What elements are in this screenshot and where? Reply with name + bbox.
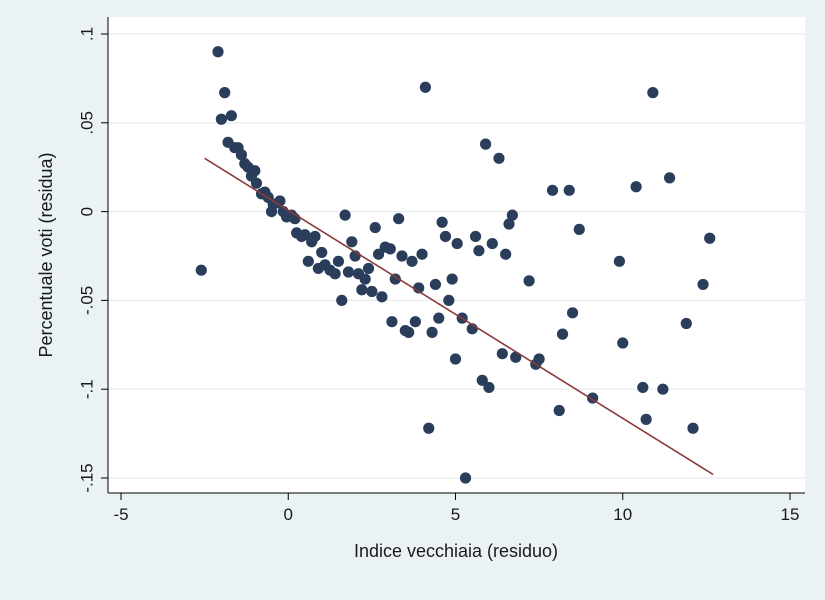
y-axis-title: Percentuale voti (residua)	[36, 152, 56, 357]
data-point	[393, 213, 405, 225]
data-point	[366, 285, 378, 298]
data-point	[533, 353, 545, 365]
data-point	[219, 87, 231, 99]
data-point	[423, 422, 435, 434]
x-tick-label: 10	[613, 505, 632, 524]
data-point	[376, 291, 388, 303]
data-point	[403, 326, 415, 338]
y-tick-label: -.05	[77, 286, 96, 315]
data-point	[449, 353, 462, 365]
data-point	[299, 229, 311, 241]
data-point	[369, 221, 381, 234]
data-point	[500, 248, 512, 260]
x-tick-label: 5	[451, 505, 460, 524]
data-point	[687, 422, 699, 434]
data-point	[302, 255, 314, 267]
data-point	[409, 316, 421, 328]
data-point	[386, 316, 398, 328]
axis-ticks: .1 .05 0 -.05 -.1 -.15 -5 0 5 10 15	[77, 27, 799, 524]
data-point	[329, 268, 341, 280]
data-point	[339, 209, 351, 221]
data-point	[451, 237, 463, 250]
x-tick-label: -5	[113, 505, 128, 524]
data-point	[556, 328, 569, 340]
data-point	[359, 273, 371, 285]
data-point	[356, 284, 368, 296]
data-point	[429, 278, 442, 291]
data-point	[523, 275, 535, 287]
data-point	[419, 81, 431, 93]
data-point	[647, 87, 659, 99]
y-tick-label: 0	[77, 207, 96, 216]
data-point	[506, 209, 518, 221]
data-point	[406, 255, 418, 267]
data-point	[342, 266, 355, 278]
fit-line	[204, 157, 714, 476]
plot-area	[108, 17, 805, 493]
y-tick-label: .1	[77, 27, 96, 41]
data-point	[663, 172, 676, 184]
data-point	[443, 294, 455, 306]
data-point	[346, 236, 358, 248]
data-point	[486, 237, 498, 250]
data-point	[480, 138, 492, 150]
x-tick-label: 15	[781, 505, 800, 524]
data-point	[396, 250, 408, 262]
data-point	[436, 216, 448, 228]
x-axis-title: Indice vecchiaia (residuo)	[354, 541, 558, 561]
data-point	[426, 326, 438, 338]
data-point	[416, 248, 428, 260]
data-point	[546, 184, 559, 196]
data-point	[446, 273, 458, 285]
data-point	[433, 312, 445, 324]
data-point	[637, 381, 649, 394]
data-point	[469, 230, 482, 243]
data-point	[212, 46, 224, 58]
data-point	[384, 243, 396, 255]
data-point	[195, 264, 207, 276]
data-point	[235, 149, 248, 161]
data-point	[476, 374, 488, 386]
data-point	[459, 472, 472, 484]
data-point	[613, 255, 626, 267]
data-point	[473, 245, 485, 257]
data-point	[372, 248, 385, 260]
data-point	[657, 383, 669, 395]
data-point	[249, 165, 261, 177]
data-point	[439, 230, 452, 243]
data-point	[503, 218, 515, 230]
fit-line-group	[204, 157, 714, 476]
data-point	[413, 282, 425, 294]
data-point	[362, 262, 375, 275]
data-point	[630, 181, 642, 193]
data-point	[704, 232, 716, 244]
data-point	[483, 381, 495, 394]
data-point	[215, 113, 227, 125]
data-point	[680, 317, 692, 330]
y-tick-label: -.1	[77, 379, 96, 399]
data-point	[510, 351, 522, 363]
x-tick-label: 0	[284, 505, 293, 524]
data-point	[496, 348, 508, 360]
y-tick-label: -.15	[77, 463, 96, 492]
data-point	[566, 307, 579, 319]
data-points	[195, 46, 716, 484]
data-point	[389, 273, 401, 285]
data-point	[493, 152, 505, 164]
data-point	[640, 413, 652, 425]
data-point	[336, 294, 348, 306]
data-point	[617, 337, 629, 349]
data-point	[309, 230, 321, 243]
data-point	[573, 223, 585, 235]
data-point	[553, 404, 565, 417]
data-point	[225, 110, 237, 122]
data-point	[316, 246, 328, 259]
data-point	[697, 278, 709, 291]
data-point	[563, 184, 575, 196]
data-point	[332, 255, 345, 267]
data-point	[250, 177, 263, 189]
y-tick-label: .05	[77, 111, 96, 135]
